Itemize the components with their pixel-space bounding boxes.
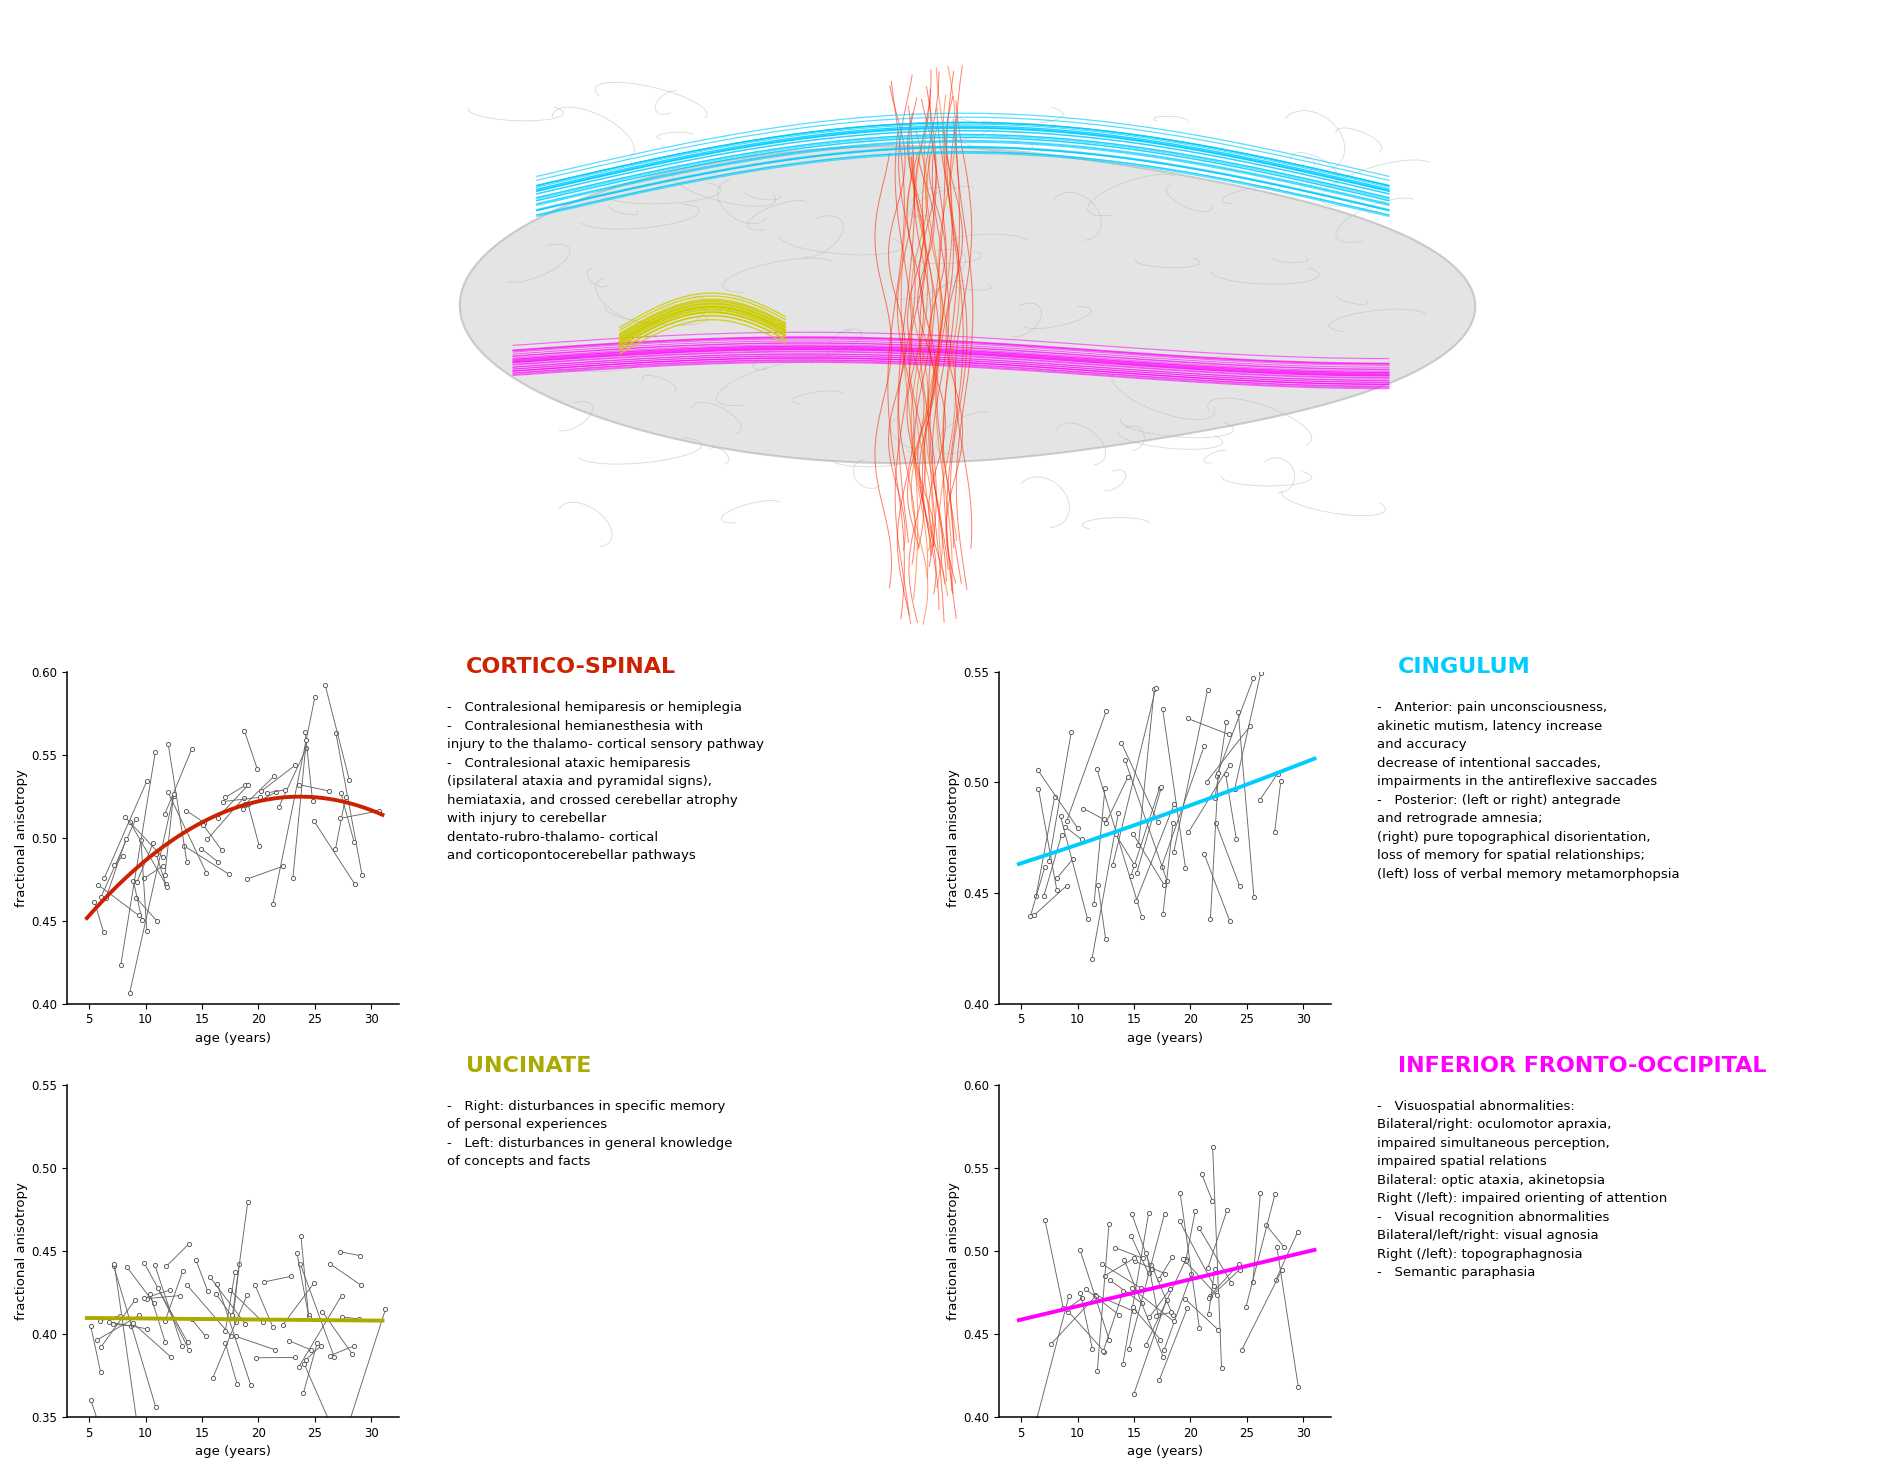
- Text: CORTICO-SPINAL: CORTICO-SPINAL: [466, 657, 675, 677]
- Polygon shape: [460, 146, 1476, 463]
- X-axis label: age (years): age (years): [1128, 1032, 1202, 1045]
- Text: INFERIOR FRONTO-OCCIPITAL: INFERIOR FRONTO-OCCIPITAL: [1398, 1055, 1767, 1076]
- Text: -   Contralesional hemiparesis or hemiplegia
-   Contralesional hemianesthesia w: - Contralesional hemiparesis or hemipleg…: [447, 701, 765, 862]
- Text: UNCINATE: UNCINATE: [466, 1055, 592, 1076]
- Text: -   Right: disturbances in specific memory
of personal experiences
-   Left: dis: - Right: disturbances in specific memory…: [447, 1100, 732, 1168]
- Text: -   Anterior: pain unconsciousness,
akinetic mutism, latency increase
and accura: - Anterior: pain unconsciousness, akinet…: [1377, 701, 1679, 881]
- Y-axis label: fractional anisotropy: fractional anisotropy: [15, 1182, 29, 1320]
- Text: CINGULUM: CINGULUM: [1398, 657, 1531, 677]
- Text: -   Visuospatial abnormalities:
Bilateral/right: oculomotor apraxia,
impaired si: - Visuospatial abnormalities: Bilateral/…: [1377, 1100, 1668, 1280]
- X-axis label: age (years): age (years): [196, 1032, 270, 1045]
- X-axis label: age (years): age (years): [196, 1445, 270, 1458]
- Y-axis label: fractional anisotropy: fractional anisotropy: [15, 769, 29, 906]
- Y-axis label: fractional anisotropy: fractional anisotropy: [947, 1182, 961, 1320]
- X-axis label: age (years): age (years): [1128, 1445, 1202, 1458]
- Y-axis label: fractional anisotropy: fractional anisotropy: [947, 769, 961, 906]
